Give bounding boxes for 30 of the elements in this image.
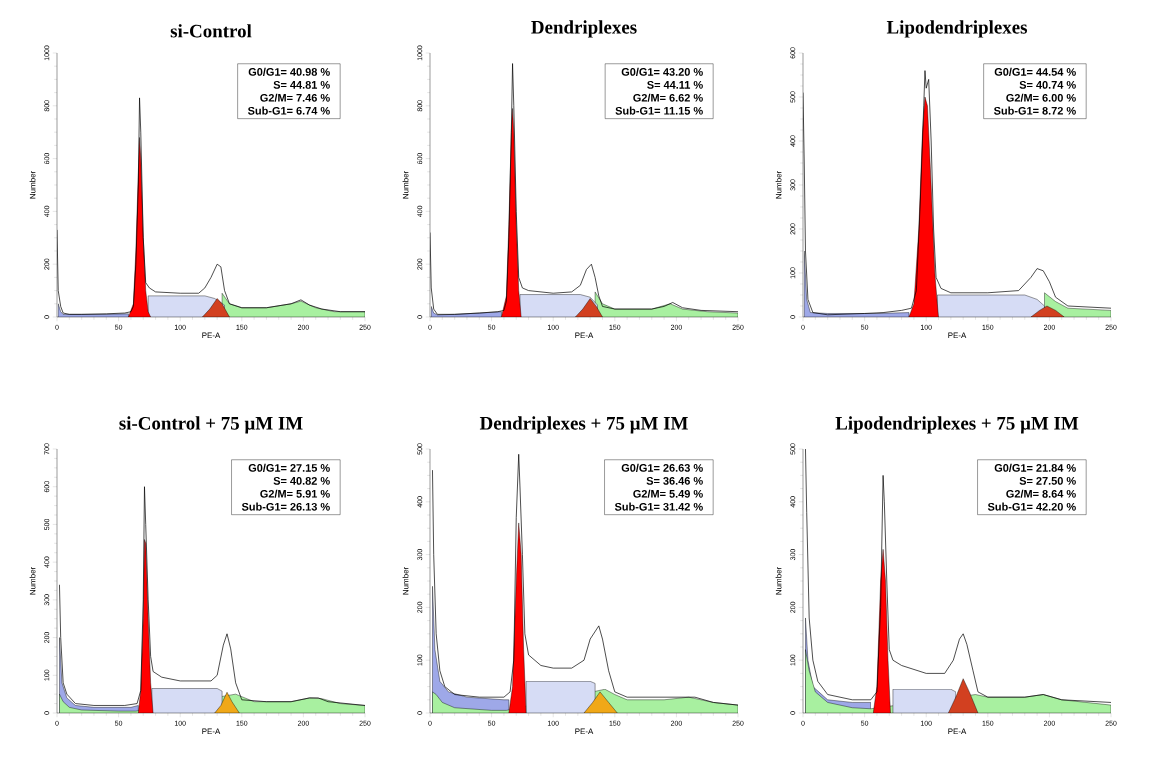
annotation: S= 44.81 %: [273, 81, 330, 89]
annotation: Sub-G1= 6.74 %: [247, 106, 330, 115]
annotation: G0/G1= 40.98 %: [248, 67, 330, 76]
annotation: G2/M= 6.62 %: [633, 93, 703, 102]
annotation: S= 44.11 %: [647, 81, 703, 89]
annotation: G2/M= 5.91 %: [260, 489, 330, 498]
annotation: G0/G1= 26.63 %: [621, 463, 703, 472]
annotation: G0/G1= 27.15 %: [248, 463, 330, 472]
annotation: Sub-G1= 31.42 %: [614, 502, 703, 511]
annotation: G2/M= 5.49 %: [633, 489, 703, 498]
annotation: S= 36.46 %: [646, 477, 703, 485]
annotation: Sub-G1= 26.13 %: [241, 502, 330, 511]
chart-title: Dendriplexes + 75 µM IM: [479, 416, 688, 434]
annotation: G2/M= 7.46 %: [260, 93, 330, 102]
chart-title: Dendriplexes: [531, 20, 637, 38]
annotation: G2/M= 6.00 %: [1006, 93, 1076, 102]
chart-title: si-Control: [170, 24, 252, 38]
annotation: G0/G1= 44.54 %: [994, 67, 1076, 76]
chart-title: si-Control + 75 µM IM: [119, 416, 303, 434]
chart-title: Lipodendriplexes: [886, 20, 1028, 38]
annotation: G0/G1= 43.20 %: [621, 67, 703, 76]
annotation: S= 27.50 %: [1019, 477, 1076, 485]
annotation: Sub-G1= 42.20 %: [987, 502, 1076, 511]
annotation: S= 40.74 %: [1019, 81, 1076, 89]
annotation: G0/G1= 21.84 %: [994, 463, 1076, 472]
chart-title: Lipodendriplexes + 75 µM IM: [835, 416, 1079, 434]
annotation: Sub-G1= 11.15 %: [615, 106, 703, 115]
annotation: S= 40.82 %: [273, 477, 330, 485]
annotation: G2/M= 8.64 %: [1006, 489, 1076, 498]
annotation: Sub-G1= 8.72 %: [993, 106, 1076, 115]
